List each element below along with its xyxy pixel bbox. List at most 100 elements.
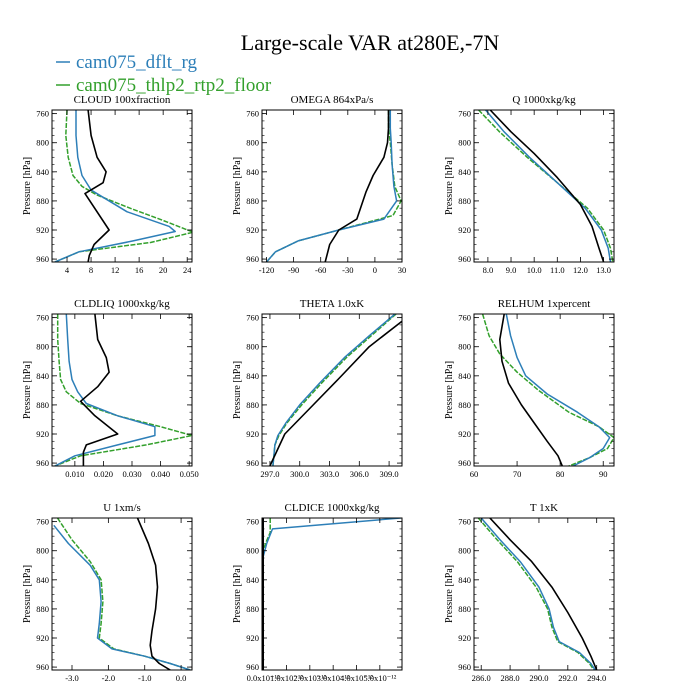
- y-tick-label: 840: [246, 167, 259, 177]
- x-tick-label: 0.030: [122, 469, 141, 479]
- x-tick-label: 290.0: [529, 673, 548, 683]
- panel-title-cloud: CLOUD 100xfraction: [74, 94, 171, 106]
- panel-title-omega: OMEGA 864xPa/s: [291, 94, 374, 106]
- x-tick-label: 13.0: [596, 265, 611, 275]
- y-tick-label: 920: [36, 225, 49, 235]
- x-tick-label: 9.0: [506, 265, 517, 275]
- y-tick-label: 920: [458, 225, 471, 235]
- series-dflt-line: [265, 110, 398, 262]
- x-tick-label: 0.040: [151, 469, 170, 479]
- y-axis-label: Pressure [hPa]: [22, 565, 33, 623]
- x-tick-label: 309.0: [380, 469, 399, 479]
- x-tick-label: 300.0: [290, 469, 309, 479]
- x-tick-label: 80: [556, 469, 565, 479]
- panel-cldice: CLDICE 1000xkg/kg 760 800 840 880 920 9600.0x1…: [232, 502, 403, 683]
- y-tick-label: 920: [246, 429, 259, 439]
- panel-frame: [473, 109, 615, 263]
- x-tick-label: 12: [111, 265, 120, 275]
- x-tick-label: 16: [135, 265, 144, 275]
- series-dflt-line: [54, 110, 176, 262]
- x-tick-label: 4.0x10⁻¹²: [340, 673, 373, 683]
- x-tick-label: 306.0: [350, 469, 369, 479]
- x-tick-label: 10.0: [527, 265, 542, 275]
- series-observed-line: [489, 518, 598, 670]
- x-tick-label: 303.0: [320, 469, 339, 479]
- y-tick-label: 920: [458, 429, 471, 439]
- x-tick-label: 0: [373, 265, 377, 275]
- y-tick-label: 800: [246, 342, 259, 352]
- x-tick-label: -3.0: [65, 673, 78, 683]
- x-tick-label: 1.0x10⁻¹²: [270, 673, 303, 683]
- panel-q: Q 1000xkg/kg 760 800 840 880 920 960 8.0 9.0 10.0…: [444, 94, 615, 275]
- x-tick-label: 5.0x10⁻¹²: [363, 673, 396, 683]
- x-tick-label: 288.0: [501, 673, 520, 683]
- y-axis-label: Pressure [hPa]: [22, 361, 33, 419]
- series-dflt-line: [54, 314, 156, 466]
- panel-title-u: U 1xm/s: [103, 502, 141, 514]
- x-tick-label: -2.0: [102, 673, 115, 683]
- panel-u: U 1xm/s 760 800 840 880 920 960 -3.0 -2.0 -1.0 0.0…: [22, 502, 193, 683]
- series-dflt-line: [485, 110, 612, 262]
- y-axis-label: Pressure [hPa]: [232, 157, 243, 215]
- x-tick-label: 4: [65, 265, 70, 275]
- x-tick-label: -120: [259, 265, 275, 275]
- series-thlp2-line: [477, 518, 595, 670]
- x-tick-label: 8.0: [483, 265, 494, 275]
- x-tick-label: 24: [183, 265, 192, 275]
- panel-title-relhum: RELHUM 1xpercent: [498, 298, 591, 310]
- y-axis-label: Pressure [hPa]: [444, 157, 455, 215]
- y-tick-label: 840: [458, 371, 471, 381]
- y-tick-label: 960: [246, 458, 259, 468]
- y-tick-label: 880: [36, 196, 49, 206]
- x-tick-label: -60: [315, 265, 326, 275]
- y-tick-label: 880: [458, 196, 471, 206]
- y-tick-label: 880: [246, 604, 259, 614]
- y-tick-label: 840: [458, 167, 471, 177]
- legend-label-thlp2: cam075_thlp2_rtp2_floor: [76, 75, 272, 96]
- y-tick-label: 800: [458, 138, 471, 148]
- series-thlp2-line: [54, 314, 192, 466]
- y-tick-label: 880: [458, 604, 471, 614]
- y-tick-label: 840: [246, 575, 259, 585]
- y-tick-label: 840: [36, 575, 49, 585]
- y-tick-label: 800: [246, 546, 259, 556]
- panel-frame: [473, 517, 615, 671]
- panel-frame: [51, 109, 193, 263]
- x-tick-label: 70: [513, 469, 522, 479]
- legend-label-dflt: cam075_dflt_rg: [76, 52, 198, 73]
- y-axis-label: Pressure [hPa]: [232, 565, 243, 623]
- y-axis-label: Pressure [hPa]: [444, 361, 455, 419]
- series-dflt-line: [480, 518, 596, 670]
- panel-title-q: Q 1000xkg/kg: [512, 94, 576, 106]
- y-tick-label: 760: [36, 313, 49, 323]
- panel-title-t: T 1xK: [530, 502, 558, 514]
- x-tick-label: 30: [398, 265, 407, 275]
- y-tick-label: 960: [36, 254, 49, 264]
- x-tick-label: -90: [288, 265, 299, 275]
- y-tick-label: 960: [36, 458, 49, 468]
- y-tick-label: 760: [36, 109, 49, 119]
- panel-title-theta: THETA 1.0xK: [300, 298, 365, 310]
- y-tick-label: 880: [246, 196, 259, 206]
- y-tick-label: 840: [36, 371, 49, 381]
- y-tick-label: 880: [458, 400, 471, 410]
- panel-title-cldice: CLDICE 1000xkg/kg: [284, 502, 380, 514]
- series-thlp2-line: [54, 110, 192, 262]
- series-observed-line: [498, 314, 564, 466]
- y-tick-label: 800: [246, 138, 259, 148]
- y-tick-label: 960: [36, 662, 49, 672]
- x-tick-label: 12.0: [573, 265, 588, 275]
- y-tick-label: 960: [458, 254, 471, 264]
- x-tick-label: 297.0: [260, 469, 279, 479]
- series-observed-line: [84, 110, 110, 262]
- panel-frame: [261, 313, 403, 467]
- y-tick-label: 960: [246, 662, 259, 672]
- y-tick-label: 960: [458, 458, 471, 468]
- x-tick-label: 294.0: [587, 673, 606, 683]
- series-thlp2-line: [262, 518, 271, 670]
- panel-frame: [261, 517, 403, 671]
- y-tick-label: 800: [36, 342, 49, 352]
